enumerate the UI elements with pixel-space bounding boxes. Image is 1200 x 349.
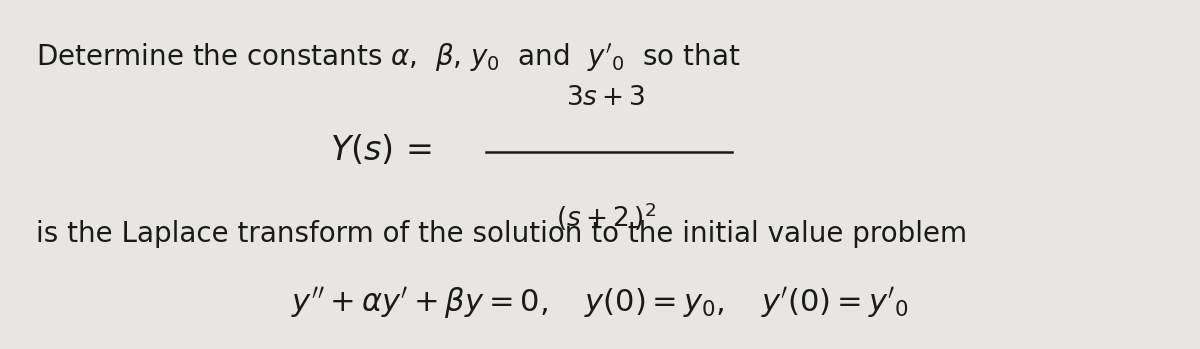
Text: Determine the constants $\alpha$,  $\beta$, $y_0$  and  $y'_0$  so that: Determine the constants $\alpha$, $\beta… bbox=[36, 42, 740, 74]
Text: $y'' + \alpha y' + \beta y = 0, \quad y(0) = y_0, \quad y'(0) = y'_0$: $y'' + \alpha y' + \beta y = 0, \quad y(… bbox=[292, 285, 908, 321]
Text: $Y(s)\, =$: $Y(s)\, =$ bbox=[330, 133, 432, 167]
Text: $(s + 2\,)^2$: $(s + 2\,)^2$ bbox=[556, 200, 656, 233]
Text: $3s + 3$: $3s + 3$ bbox=[566, 85, 646, 111]
Text: is the Laplace transform of the solution to the initial value problem: is the Laplace transform of the solution… bbox=[36, 220, 967, 248]
